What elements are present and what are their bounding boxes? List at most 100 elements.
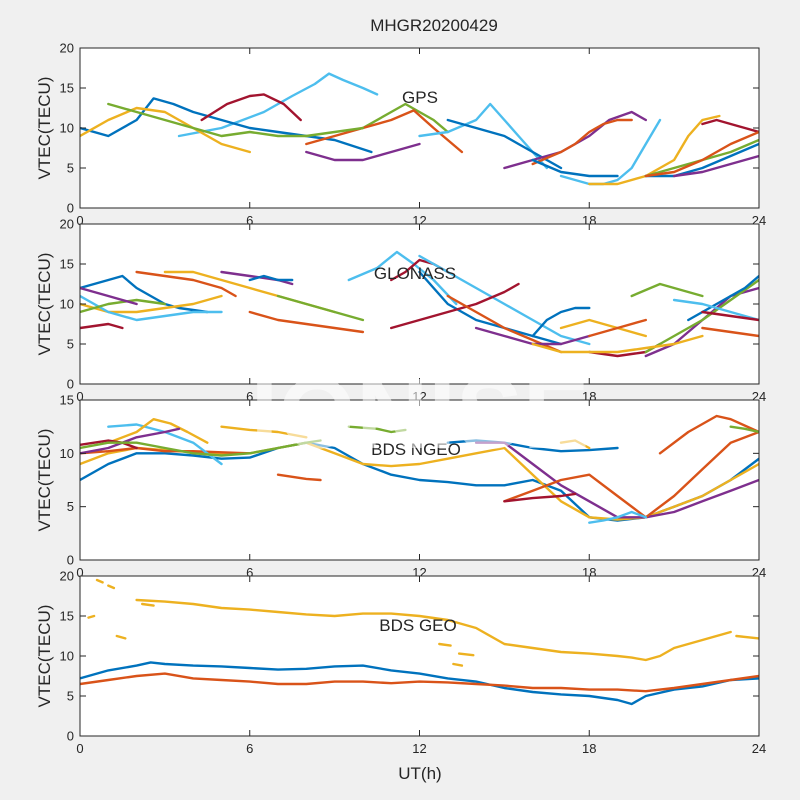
y-tick-label: 5 — [67, 499, 74, 514]
series-line-5 — [276, 294, 365, 322]
series-line-15 — [644, 130, 759, 178]
series-line-13 — [644, 142, 759, 178]
y-tick-label: 0 — [67, 201, 74, 216]
series-line-13 — [503, 430, 759, 519]
y-tick-label: 0 — [67, 553, 74, 568]
series-line-2 — [80, 672, 759, 693]
x-tick-label: 18 — [582, 741, 596, 756]
y-tick-label: 20 — [60, 217, 74, 232]
y-axis-label: VTEC(TECU) — [35, 429, 54, 532]
series-line-3 — [87, 614, 96, 619]
series-group — [80, 578, 759, 706]
series-line-9 — [531, 158, 619, 178]
panel-label: BDS GEO — [379, 616, 456, 635]
series-line-3 — [361, 102, 449, 134]
series-line-17 — [80, 106, 252, 154]
series-line-9 — [452, 662, 464, 667]
series-line-27 — [80, 322, 124, 330]
series-line-7 — [140, 602, 155, 607]
series-line-11 — [735, 634, 759, 640]
y-tick-label: 5 — [67, 689, 74, 704]
series-line-2 — [80, 446, 252, 455]
x-axis-label: UT(h) — [398, 764, 441, 783]
series-line-12 — [701, 118, 759, 134]
series-line-16 — [672, 154, 759, 178]
x-tick-label: 12 — [412, 741, 426, 756]
plot-area — [80, 48, 759, 208]
series-line-1 — [80, 661, 759, 706]
series-line-11 — [588, 114, 721, 186]
x-tick-label: 0 — [76, 565, 83, 580]
series-line-28 — [80, 298, 167, 314]
series-line-13 — [531, 306, 591, 338]
series-line-22 — [701, 326, 759, 338]
x-tick-label: 0 — [76, 213, 83, 228]
series-line-4 — [248, 274, 294, 282]
series-line-17 — [729, 425, 759, 434]
watermark-text: IONISE — [251, 358, 590, 470]
series-line-18 — [107, 102, 365, 138]
x-tick-label: 6 — [246, 213, 253, 228]
y-tick-label: 0 — [67, 729, 74, 744]
series-line-4 — [95, 578, 104, 584]
x-tick-label: 6 — [246, 741, 253, 756]
y-tick-label: 15 — [60, 81, 74, 96]
series-line-30 — [248, 310, 365, 334]
y-tick-label: 5 — [67, 337, 74, 352]
series-line-21 — [672, 298, 759, 322]
y-axis-label: VTEC(TECU) — [35, 77, 54, 180]
y-tick-label: 10 — [60, 297, 74, 312]
series-group — [80, 414, 759, 524]
series-line-14 — [503, 492, 577, 503]
series-line-4 — [305, 109, 464, 154]
y-tick-label: 20 — [60, 569, 74, 584]
y-tick-label: 0 — [67, 377, 74, 392]
series-line-24 — [531, 334, 704, 354]
series-line-16 — [658, 414, 759, 455]
series-line-16 — [588, 318, 647, 338]
series-line-9 — [347, 425, 407, 434]
y-tick-label: 10 — [60, 446, 74, 461]
y-tick-label: 10 — [60, 121, 74, 136]
plot-area — [80, 576, 759, 736]
y-axis-label: VTEC(TECU) — [35, 605, 54, 708]
y-tick-label: 5 — [67, 161, 74, 176]
y-tick-label: 15 — [60, 393, 74, 408]
bds-geo-panel: 0 6 12 18 24 0 5 10 15 20 VTEC(TECU) BDS GEO — [35, 569, 766, 757]
panel-label: GPS — [402, 88, 438, 107]
series-group — [80, 72, 759, 186]
y-tick-label: 10 — [60, 649, 74, 664]
series-line-10 — [276, 473, 322, 482]
series-line-11 — [446, 439, 619, 453]
series-line-6 — [80, 439, 138, 450]
y-tick-label: 20 — [60, 41, 74, 56]
series-line-8 — [418, 254, 591, 346]
y-tick-label: 15 — [60, 609, 74, 624]
series-line-10 — [390, 282, 520, 330]
series-line-10 — [457, 652, 475, 657]
series-line-5 — [80, 427, 181, 455]
series-line-5 — [107, 584, 116, 590]
series-line-0 — [135, 598, 732, 662]
x-tick-label: 6 — [246, 389, 253, 404]
series-line-6 — [347, 250, 458, 306]
panel-label: GLONASS — [374, 264, 456, 283]
series-line-15 — [588, 510, 647, 524]
series-line-8 — [531, 118, 633, 166]
series-line-19 — [644, 278, 759, 354]
x-tick-label: 0 — [76, 389, 83, 404]
series-line-8 — [220, 425, 308, 439]
y-tick-label: 15 — [60, 257, 74, 272]
series-line-6 — [115, 634, 127, 640]
series-line-19 — [305, 142, 421, 162]
series-group — [80, 250, 759, 358]
series-line-1 — [135, 270, 237, 298]
x-tick-label: 24 — [752, 741, 766, 756]
series-line-18 — [559, 439, 591, 450]
series-line-23 — [701, 310, 759, 322]
series-line-7 — [80, 439, 322, 457]
